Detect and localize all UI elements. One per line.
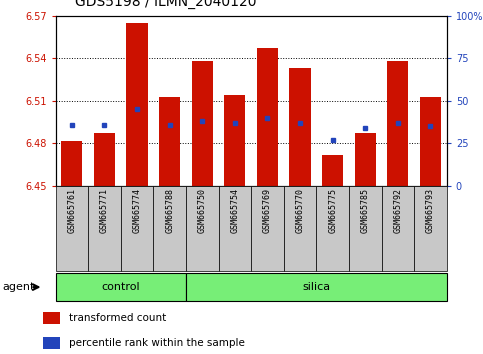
Bar — [43, 312, 60, 324]
Bar — [186, 186, 218, 271]
Text: GSM665785: GSM665785 — [361, 188, 370, 233]
Text: GSM665769: GSM665769 — [263, 188, 272, 233]
Text: GSM665750: GSM665750 — [198, 188, 207, 233]
Text: control: control — [101, 282, 140, 292]
Bar — [284, 186, 316, 271]
Bar — [159, 97, 180, 186]
Text: agent: agent — [2, 282, 35, 292]
Text: GDS5198 / ILMN_2040120: GDS5198 / ILMN_2040120 — [75, 0, 256, 9]
Text: GSM665775: GSM665775 — [328, 188, 337, 233]
Bar — [420, 97, 441, 186]
Text: GSM665761: GSM665761 — [67, 188, 76, 233]
Bar — [387, 61, 409, 186]
Text: GSM665754: GSM665754 — [230, 188, 240, 233]
Bar — [56, 273, 186, 301]
Text: percentile rank within the sample: percentile rank within the sample — [69, 338, 245, 348]
Text: GSM665771: GSM665771 — [100, 188, 109, 233]
Bar — [414, 186, 447, 271]
Text: GSM665792: GSM665792 — [393, 188, 402, 233]
Bar — [355, 133, 376, 186]
Bar — [192, 61, 213, 186]
Bar — [322, 155, 343, 186]
Bar — [349, 186, 382, 271]
Text: GSM665770: GSM665770 — [296, 188, 305, 233]
Bar — [43, 337, 60, 349]
Text: GSM665793: GSM665793 — [426, 188, 435, 233]
Bar — [257, 48, 278, 186]
Text: GSM665788: GSM665788 — [165, 188, 174, 233]
Bar — [94, 133, 115, 186]
Bar — [316, 186, 349, 271]
Bar — [382, 186, 414, 271]
Bar — [56, 186, 88, 271]
Text: GSM665774: GSM665774 — [132, 188, 142, 233]
Bar — [289, 68, 311, 186]
Bar — [219, 186, 251, 271]
Text: silica: silica — [302, 282, 330, 292]
Text: transformed count: transformed count — [69, 313, 166, 323]
Bar — [61, 141, 83, 186]
Bar — [121, 186, 154, 271]
Bar — [186, 273, 447, 301]
Bar — [224, 95, 245, 186]
Bar — [251, 186, 284, 271]
Bar — [127, 23, 148, 186]
Bar — [88, 186, 121, 271]
Bar — [154, 186, 186, 271]
